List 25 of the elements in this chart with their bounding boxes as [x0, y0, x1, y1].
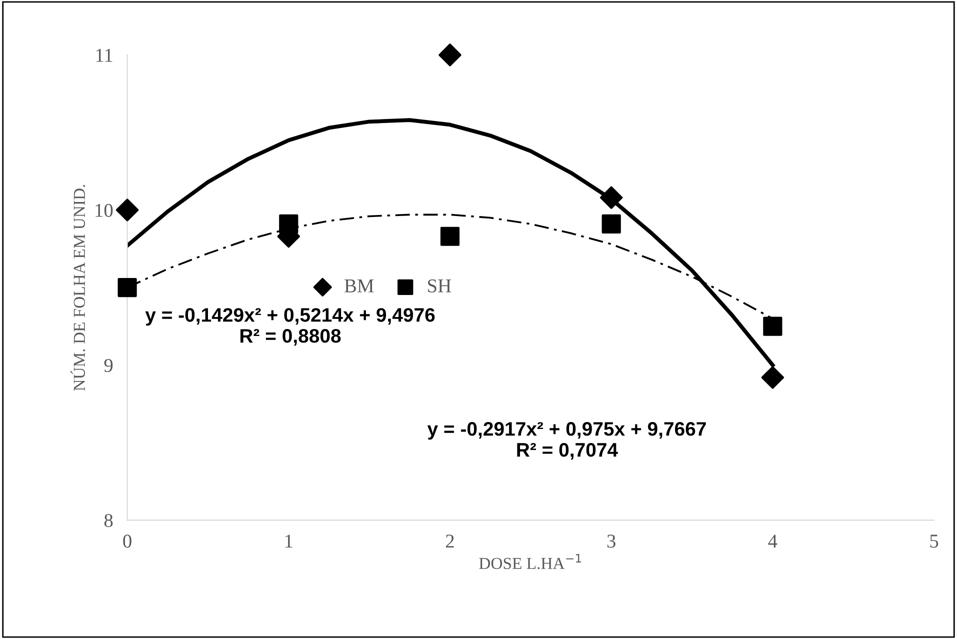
- x-axis-title: DOSE L.HA$^{−1}$: [479, 554, 582, 570]
- point: [118, 278, 137, 298]
- x-tick-label: 0: [123, 534, 132, 548]
- legend-label: SH: [428, 279, 452, 292]
- point: [602, 214, 621, 234]
- y-tick-label: 8: [104, 514, 113, 528]
- point: [279, 214, 298, 234]
- legend-label: BM: [344, 280, 374, 292]
- y-tick-label: 9: [104, 358, 113, 372]
- annotation: y = -0,1429x² + 0,5214x + 9,4976 R² = 0,8808: [145, 308, 435, 346]
- x-tick-label: 1: [285, 534, 292, 548]
- y-tick-label: 11: [96, 48, 112, 62]
- x-tick-label: 5: [930, 534, 938, 548]
- point: [600, 186, 623, 209]
- point: [761, 366, 784, 389]
- x-tick-label: 4: [768, 534, 778, 548]
- point: [438, 44, 462, 66]
- y-tick-label: 10: [96, 204, 113, 217]
- annotation: y = -0,2917x² + 0,975x + 9,7667 R² = 0,7074: [427, 422, 706, 460]
- point: [116, 198, 139, 222]
- x-tick-label: 3: [607, 534, 616, 548]
- x-tick-label: 2: [446, 534, 454, 548]
- y-axis-title: NÚM. DE FOLHA EM UNID.: [70, 184, 86, 391]
- point: [440, 226, 460, 246]
- point: [763, 316, 782, 336]
